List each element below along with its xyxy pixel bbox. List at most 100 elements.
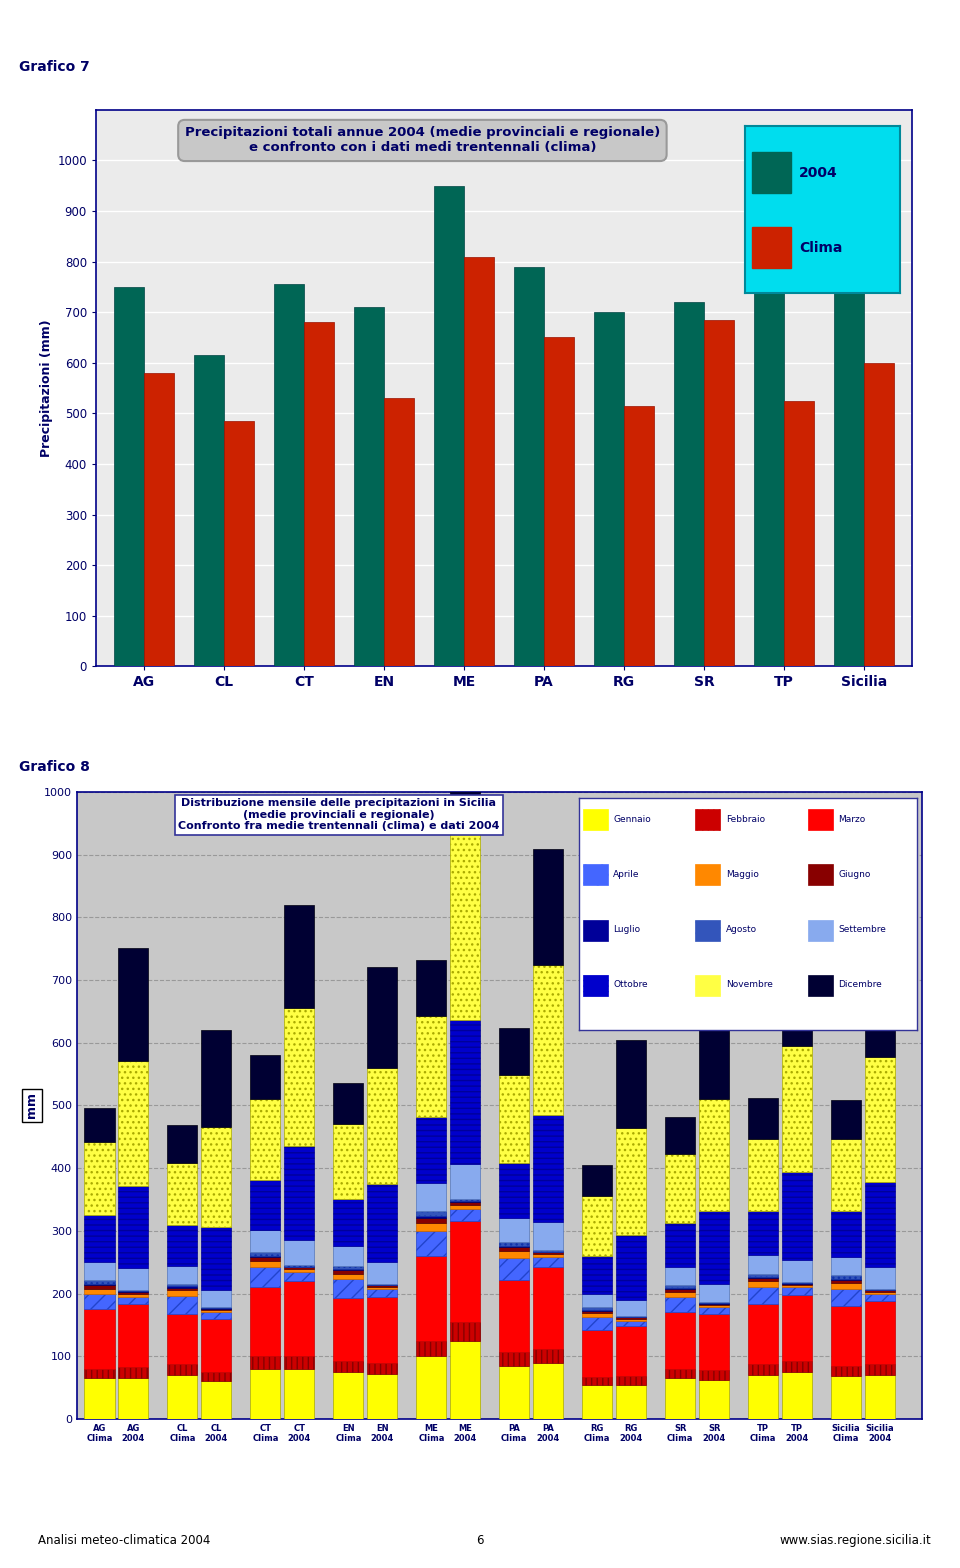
Bar xyxy=(450,1203,480,1204)
Bar xyxy=(754,213,784,666)
Bar xyxy=(284,1269,314,1272)
Bar xyxy=(202,1030,231,1127)
Bar xyxy=(284,1272,314,1281)
Bar xyxy=(251,1253,280,1256)
Bar xyxy=(202,1381,231,1419)
Bar xyxy=(782,1259,812,1281)
Bar xyxy=(831,1275,861,1278)
Bar xyxy=(699,1370,730,1380)
Bar xyxy=(284,1369,314,1419)
Bar xyxy=(831,1256,861,1275)
Bar xyxy=(274,284,304,666)
Bar xyxy=(450,1200,480,1201)
Bar xyxy=(113,287,144,666)
Bar xyxy=(582,1311,612,1312)
Bar xyxy=(464,257,494,666)
Bar xyxy=(333,1361,364,1372)
Bar xyxy=(251,1258,280,1261)
Bar xyxy=(224,420,254,666)
Bar xyxy=(831,1289,861,1306)
Bar xyxy=(533,1258,564,1267)
Bar xyxy=(582,1294,612,1308)
Bar xyxy=(748,1254,779,1273)
Bar xyxy=(582,1196,612,1256)
Text: Grafico 8: Grafico 8 xyxy=(19,760,90,775)
Bar xyxy=(417,1356,446,1419)
Bar xyxy=(251,1369,280,1419)
Bar xyxy=(699,1212,730,1284)
Bar xyxy=(333,1270,364,1273)
Bar xyxy=(118,1305,149,1367)
Bar xyxy=(368,1363,397,1374)
Bar xyxy=(304,323,334,666)
Bar xyxy=(616,1375,646,1385)
Bar xyxy=(167,1297,198,1314)
Bar xyxy=(450,1341,480,1419)
Bar xyxy=(118,1297,149,1305)
Bar xyxy=(533,848,564,964)
Bar xyxy=(499,1162,529,1218)
Bar xyxy=(417,1223,446,1231)
Bar xyxy=(665,1369,695,1378)
Bar xyxy=(251,1287,280,1356)
Bar xyxy=(782,1046,812,1171)
Text: Precipitazioni totali annue 2004 (medie provinciali e regionale)
e confronto con: Precipitazioni totali annue 2004 (medie … xyxy=(184,127,660,155)
Bar xyxy=(84,1294,114,1309)
Bar xyxy=(284,1008,314,1146)
Bar xyxy=(514,267,544,666)
Bar xyxy=(582,1385,612,1419)
Bar xyxy=(202,1372,231,1381)
Bar xyxy=(84,1289,114,1294)
Bar xyxy=(699,1002,730,1099)
Bar xyxy=(353,307,384,666)
Bar xyxy=(499,1247,529,1251)
Bar xyxy=(833,284,864,666)
Bar xyxy=(284,1356,314,1369)
Bar xyxy=(333,1124,364,1200)
Bar xyxy=(368,1287,397,1289)
Bar xyxy=(533,1267,564,1348)
Bar xyxy=(417,1016,446,1116)
Bar xyxy=(251,1267,280,1287)
Bar xyxy=(450,1209,480,1221)
Bar xyxy=(368,1297,397,1363)
Bar xyxy=(831,1377,861,1419)
Bar xyxy=(616,1319,646,1320)
Bar xyxy=(167,1225,198,1265)
Bar xyxy=(284,1281,314,1356)
Text: Grafico 7: Grafico 7 xyxy=(19,60,90,74)
Bar xyxy=(665,1267,695,1284)
Bar xyxy=(251,1099,280,1181)
Bar xyxy=(333,1265,364,1269)
Bar xyxy=(450,820,480,1021)
Bar xyxy=(118,1062,149,1187)
Bar xyxy=(84,1262,114,1281)
Bar xyxy=(251,1261,280,1267)
Bar xyxy=(368,1289,397,1297)
Text: Analisi meteo-climatica 2004: Analisi meteo-climatica 2004 xyxy=(38,1535,211,1548)
Bar xyxy=(616,1325,646,1375)
Bar xyxy=(699,1308,730,1314)
Y-axis label: Precipitazioni (mm): Precipitazioni (mm) xyxy=(40,320,53,456)
Bar xyxy=(499,1258,529,1279)
Bar xyxy=(865,1294,895,1301)
Bar xyxy=(333,1279,364,1298)
Bar xyxy=(450,1165,480,1200)
Bar xyxy=(665,1289,695,1292)
Bar xyxy=(544,337,574,666)
Bar xyxy=(748,1138,779,1210)
Bar xyxy=(582,1165,612,1196)
Bar xyxy=(782,1361,812,1372)
Bar xyxy=(384,398,415,666)
Bar xyxy=(333,1247,364,1265)
Bar xyxy=(499,1251,529,1258)
Bar xyxy=(499,1366,529,1419)
Bar xyxy=(865,1057,895,1182)
Bar xyxy=(699,1099,730,1212)
Bar xyxy=(616,1320,646,1325)
Bar xyxy=(450,1322,480,1341)
Bar xyxy=(782,1171,812,1259)
Bar xyxy=(450,1221,480,1322)
Bar xyxy=(118,1292,149,1294)
Bar xyxy=(704,320,734,666)
